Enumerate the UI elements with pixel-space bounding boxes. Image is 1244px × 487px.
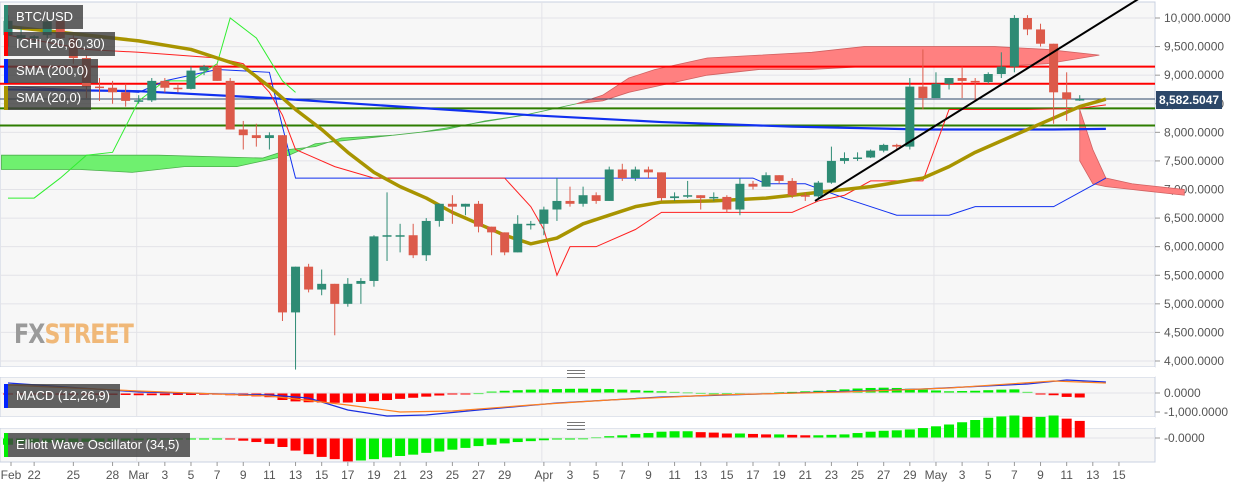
svg-text:5: 5 bbox=[188, 468, 195, 482]
legend-ewo[interactable]: Elliott Wave Oscillator (34,5) bbox=[4, 433, 190, 457]
last-price-tag: 8,582.5047 bbox=[1156, 91, 1223, 109]
svg-text:Mar: Mar bbox=[128, 468, 149, 482]
svg-text:6,500.0000: 6,500.0000 bbox=[1164, 211, 1224, 225]
legend-label: SMA (20,0) bbox=[16, 90, 82, 105]
svg-text:23: 23 bbox=[420, 468, 434, 482]
svg-text:10,000.0000: 10,000.0000 bbox=[1164, 11, 1231, 25]
svg-text:11: 11 bbox=[263, 468, 276, 482]
svg-text:15: 15 bbox=[1112, 468, 1126, 482]
legend-sma200[interactable]: SMA (200,0) bbox=[4, 59, 99, 83]
svg-text:3: 3 bbox=[161, 468, 168, 482]
svg-text:7: 7 bbox=[214, 468, 221, 482]
svg-text:May: May bbox=[925, 468, 948, 482]
legend-btcusd[interactable]: BTC/USD bbox=[4, 5, 84, 29]
legend-label: SMA (200,0) bbox=[16, 63, 89, 78]
svg-text:7,500.0000: 7,500.0000 bbox=[1164, 154, 1224, 168]
svg-text:22: 22 bbox=[27, 468, 41, 482]
legend-color-bar bbox=[4, 5, 8, 29]
svg-text:29: 29 bbox=[498, 468, 512, 482]
svg-text:7: 7 bbox=[1011, 468, 1018, 482]
svg-text:19: 19 bbox=[772, 468, 786, 482]
watermark-street: STREET bbox=[44, 319, 134, 350]
pane-resize-handle[interactable] bbox=[567, 422, 585, 430]
svg-text:13: 13 bbox=[1086, 468, 1100, 482]
svg-text:9,000.0000: 9,000.0000 bbox=[1164, 68, 1224, 82]
legend-label: BTC/USD bbox=[16, 9, 74, 24]
svg-text:-0.0000: -0.0000 bbox=[1164, 431, 1205, 445]
legend-sma20[interactable]: SMA (20,0) bbox=[4, 86, 92, 110]
legend-color-bar bbox=[4, 433, 8, 457]
svg-text:28: 28 bbox=[106, 468, 120, 482]
svg-text:27: 27 bbox=[877, 468, 891, 482]
svg-text:17: 17 bbox=[746, 468, 760, 482]
svg-text:19: 19 bbox=[367, 468, 381, 482]
svg-text:17: 17 bbox=[341, 468, 355, 482]
svg-text:23: 23 bbox=[825, 468, 839, 482]
svg-text:25: 25 bbox=[851, 468, 865, 482]
svg-text:15: 15 bbox=[315, 468, 329, 482]
svg-text:7: 7 bbox=[619, 468, 626, 482]
svg-text:6,000.0000: 6,000.0000 bbox=[1164, 240, 1224, 254]
svg-text:3: 3 bbox=[567, 468, 574, 482]
legend-ichimoku[interactable]: ICHI (20,60,30) bbox=[4, 32, 115, 56]
legend-label: Elliott Wave Oscillator (34,5) bbox=[16, 437, 180, 452]
svg-text:9: 9 bbox=[1037, 468, 1044, 482]
watermark-fx: FX bbox=[14, 319, 45, 350]
legend-label: ICHI (20,60,30) bbox=[16, 36, 105, 51]
svg-text:29: 29 bbox=[903, 468, 917, 482]
svg-text:9: 9 bbox=[645, 468, 652, 482]
svg-text:4,000.0000: 4,000.0000 bbox=[1164, 354, 1224, 368]
svg-text:5,000.0000: 5,000.0000 bbox=[1164, 297, 1224, 311]
svg-text:9: 9 bbox=[240, 468, 247, 482]
svg-text:5: 5 bbox=[985, 468, 992, 482]
svg-text:25: 25 bbox=[446, 468, 460, 482]
svg-text:27: 27 bbox=[472, 468, 486, 482]
svg-text:3: 3 bbox=[959, 468, 966, 482]
legend-macd[interactable]: MACD (12,26,9) bbox=[4, 384, 120, 408]
svg-text:8,000.0000: 8,000.0000 bbox=[1164, 125, 1224, 139]
svg-text:21: 21 bbox=[393, 468, 407, 482]
svg-text:-1,000.0000: -1,000.0000 bbox=[1164, 405, 1228, 419]
svg-text:9,500.0000: 9,500.0000 bbox=[1164, 40, 1224, 54]
svg-text:Feb: Feb bbox=[1, 468, 22, 482]
legend-color-bar bbox=[4, 59, 8, 83]
svg-text:4,500.0000: 4,500.0000 bbox=[1164, 325, 1224, 339]
svg-text:15: 15 bbox=[720, 468, 734, 482]
pane-resize-handle[interactable] bbox=[567, 370, 585, 378]
legend-color-bar bbox=[4, 32, 8, 56]
svg-text:13: 13 bbox=[289, 468, 303, 482]
legend-color-bar bbox=[4, 86, 8, 110]
svg-text:11: 11 bbox=[1060, 468, 1073, 482]
legend-color-bar bbox=[4, 384, 8, 408]
svg-text:21: 21 bbox=[799, 468, 813, 482]
svg-text:5: 5 bbox=[593, 468, 600, 482]
legend-label: MACD (12,26,9) bbox=[16, 388, 110, 403]
svg-text:Apr: Apr bbox=[535, 468, 554, 482]
svg-text:13: 13 bbox=[694, 468, 708, 482]
svg-text:5,500.0000: 5,500.0000 bbox=[1164, 268, 1224, 282]
fxstreet-watermark: FXSTREET bbox=[14, 319, 134, 350]
svg-text:11: 11 bbox=[668, 468, 681, 482]
svg-text:25: 25 bbox=[67, 468, 81, 482]
svg-text:0.0000: 0.0000 bbox=[1164, 386, 1201, 400]
